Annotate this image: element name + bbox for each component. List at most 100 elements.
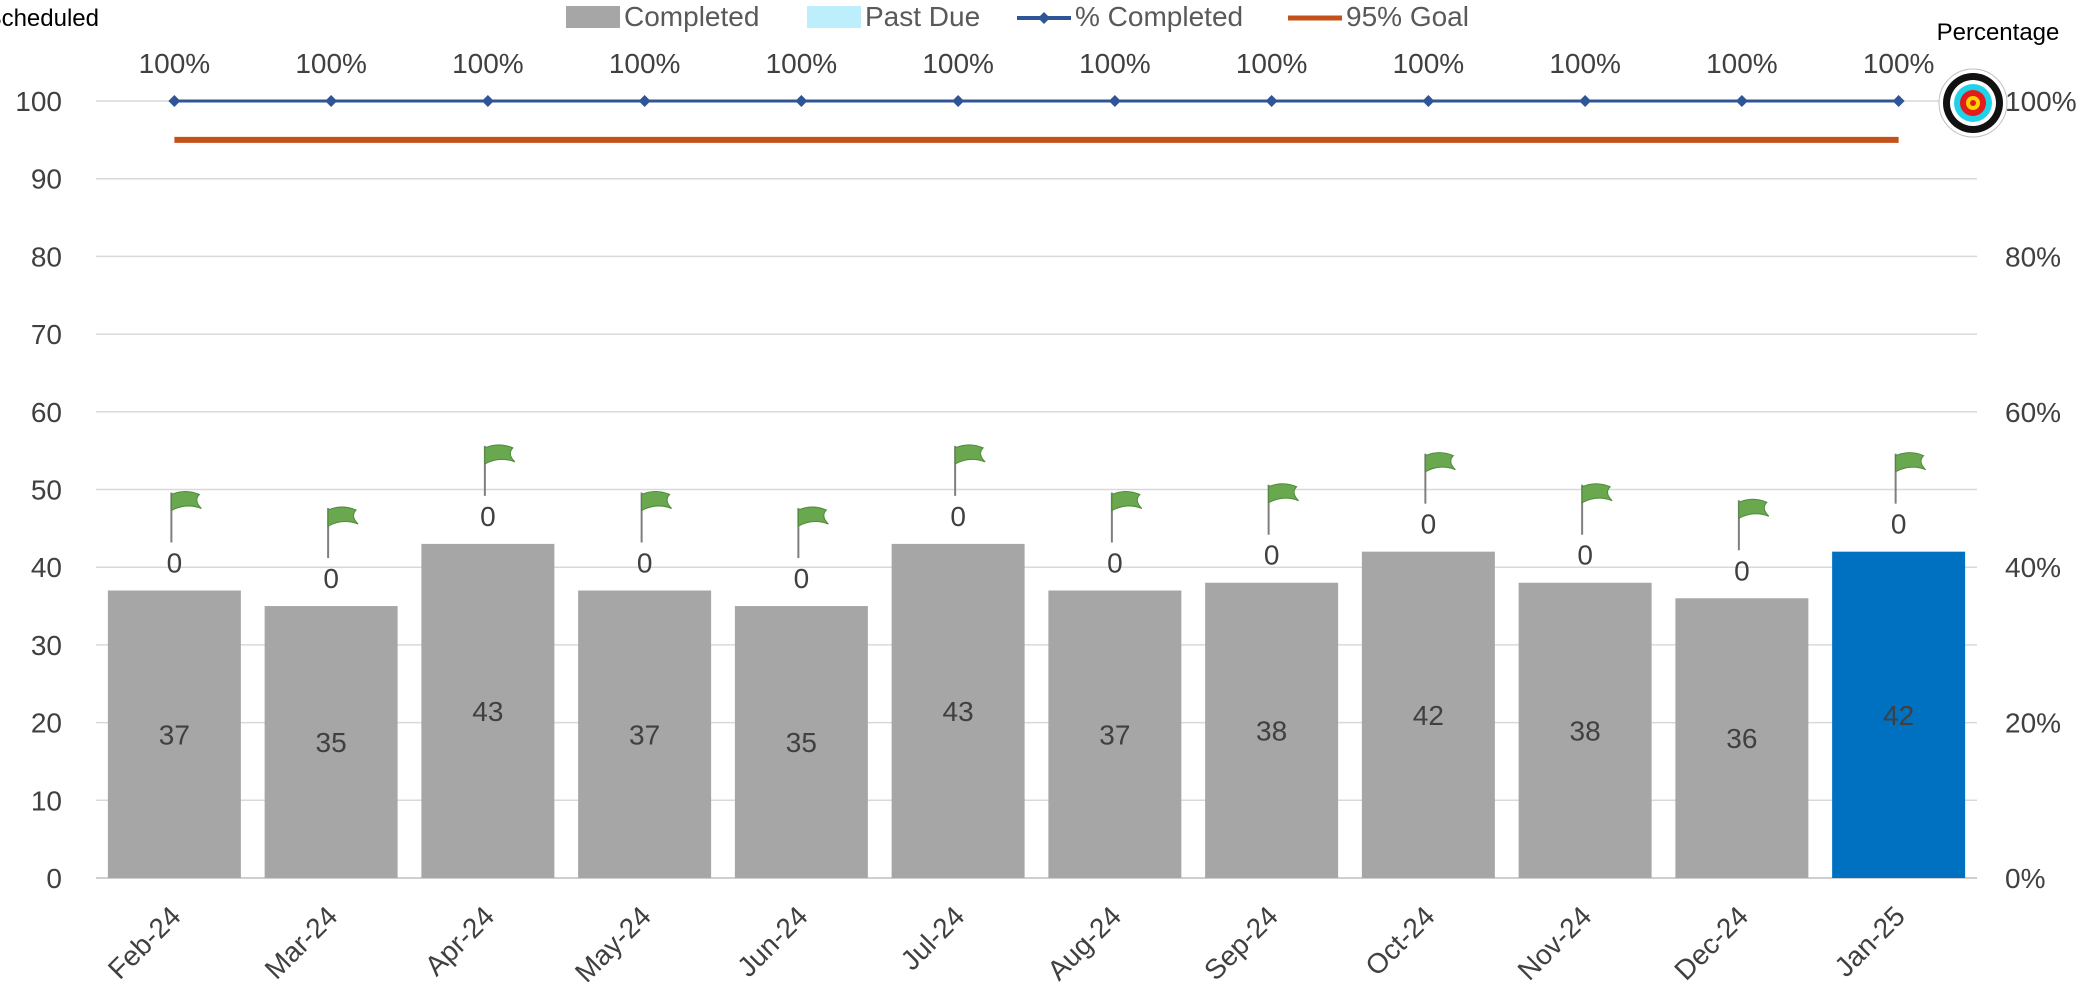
legend-marker-percent (1038, 12, 1050, 24)
x-tick-label: Feb-24 (102, 900, 187, 982)
x-tick-label: Apr-24 (419, 900, 500, 981)
bar-value-label: 38 (1570, 715, 1601, 746)
percent-label: 100% (1393, 48, 1465, 79)
x-tick-label: Oct-24 (1359, 900, 1440, 981)
bar-completed (1048, 590, 1182, 878)
legend-label-percent: % Completed (1075, 1, 1243, 32)
percent-label: 100% (452, 48, 524, 79)
past-due-label: 0 (1577, 540, 1593, 571)
bar-completed (1205, 582, 1339, 878)
bar-completed (1675, 598, 1809, 878)
bar-value-label: 43 (472, 696, 503, 727)
x-tick-label: Jun-24 (731, 900, 813, 982)
bar-value-label: 35 (316, 727, 347, 758)
percent-marker (481, 95, 494, 107)
left-tick-label: 70 (31, 319, 62, 350)
percent-marker (1579, 95, 1592, 107)
past-due-label: 0 (1107, 548, 1123, 579)
x-tick-label: May-24 (569, 900, 657, 982)
percent-marker (795, 95, 808, 107)
right-axis-title: Percentage (1937, 19, 2060, 46)
flag-cloth (1895, 452, 1926, 473)
left-axis-title: Scheduled (0, 5, 99, 32)
past-due-label: 0 (1734, 555, 1750, 586)
flag-icon (170, 491, 202, 543)
bar-completed (578, 590, 712, 878)
flag-icon (483, 444, 516, 496)
percent-marker (638, 95, 651, 107)
right-axis-ticks: 0% 20% 40% 60% 80% 100% (2005, 86, 2077, 894)
right-tick-label: 60% (2005, 397, 2061, 428)
x-tick-label: Jan-25 (1828, 900, 1910, 982)
flag-cloth (1424, 452, 1456, 473)
flag-cloth (954, 444, 986, 465)
target-icon (1938, 68, 2008, 138)
flag-cloth (1738, 498, 1770, 520)
left-tick-label: 50 (31, 475, 62, 506)
percent-label: 100% (766, 48, 838, 79)
past-due-label: 0 (1264, 540, 1280, 571)
percent-label: 100% (139, 48, 211, 79)
flag-icon (640, 491, 672, 543)
flag-icon (1424, 452, 1456, 504)
percent-marker (1892, 95, 1905, 107)
percent-label: 100% (1863, 48, 1935, 79)
percent-label: 100% (1706, 48, 1778, 79)
left-tick-label: 100 (15, 86, 62, 117)
bar-value-label: 37 (1099, 719, 1130, 750)
past-due-label: 0 (167, 548, 183, 579)
left-tick-label: 30 (31, 630, 62, 661)
x-tick-label: Aug-24 (1041, 900, 1127, 982)
bar-value-label: 42 (1883, 700, 1914, 731)
percent-marker (1735, 95, 1748, 107)
legend-swatch-past-due (807, 6, 861, 28)
left-tick-label: 10 (31, 785, 62, 816)
x-tick-label: Nov-24 (1512, 900, 1598, 982)
left-tick-label: 40 (31, 552, 62, 583)
bar-value-label: 35 (786, 727, 817, 758)
legend-label-goal: 95% Goal (1346, 1, 1469, 32)
flag-icon (327, 506, 359, 559)
flag-icon (1267, 483, 1299, 535)
flag-cloth (641, 491, 672, 512)
right-tick-label: 40% (2005, 552, 2061, 583)
bar-value-label: 36 (1726, 723, 1757, 754)
flag-icon (797, 506, 829, 559)
bar-completed (1361, 551, 1495, 878)
percent-label: 100% (609, 48, 681, 79)
past-due-labels: 0 0 0 0 0 0 0 0 0 0 0 0 (167, 501, 1907, 594)
x-tick-label: Sep-24 (1198, 900, 1284, 982)
bar-value-label: 37 (629, 719, 660, 750)
percent-marker (1422, 95, 1435, 107)
past-due-label: 0 (1421, 509, 1437, 540)
bar-completed (107, 590, 241, 878)
percent-marker (1265, 95, 1278, 107)
right-tick-label: 0% (2005, 863, 2045, 894)
x-tick-label: Mar-24 (259, 900, 344, 982)
flag-cloth (1111, 491, 1143, 512)
bar-completed (264, 606, 398, 878)
past-due-label: 0 (637, 548, 653, 579)
flag-markers (170, 444, 1926, 559)
flag-cloth (484, 444, 516, 465)
bar-completed (734, 606, 868, 878)
percent-marker (1108, 95, 1121, 107)
left-tick-label: 60 (31, 397, 62, 428)
flag-icon (1737, 498, 1770, 551)
percent-label: 100% (1549, 48, 1621, 79)
bars (107, 543, 1966, 878)
flag-cloth (327, 506, 359, 527)
legend: Completed Past Due % Completed 95% Goal (566, 1, 1469, 32)
past-due-label: 0 (794, 563, 810, 594)
left-axis-ticks: 0 10 20 30 40 50 60 70 80 90 100 (15, 86, 62, 894)
past-due-label: 0 (1891, 509, 1907, 540)
percent-label: 100% (295, 48, 367, 79)
percent-marker (325, 95, 338, 107)
bar-value-label: 37 (159, 719, 190, 750)
x-axis-labels: Feb-24 Mar-24 Apr-24 May-24 Jun-24 Jul-24 Aug-… (102, 900, 1911, 982)
flag-icon (1581, 483, 1613, 535)
percent-label: 100% (1079, 48, 1151, 79)
flag-icon (1894, 452, 1926, 504)
left-tick-label: 90 (31, 164, 62, 195)
